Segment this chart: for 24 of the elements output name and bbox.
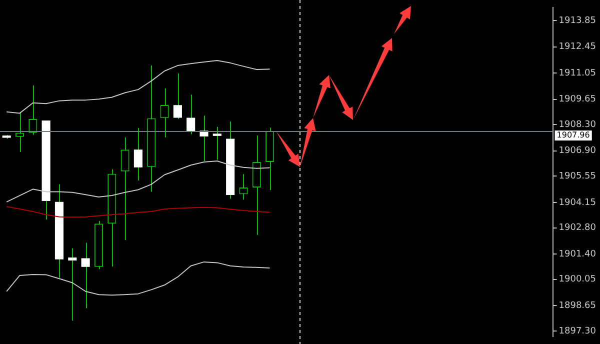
candlestick [173,72,182,120]
candlestick [120,136,130,241]
y-tick-label: 1913.85 [558,16,596,26]
y-tick-label: 1906.90 [558,146,596,156]
y-tick-label: 1905.55 [558,172,596,182]
candlestick [68,248,77,322]
y-tick-label: 1904.15 [558,198,596,208]
y-tick-label: 1911.05 [558,68,596,78]
y-tick-label: 1902.80 [558,223,596,234]
candlestick [252,135,261,236]
y-tick-label: 1900.05 [558,274,596,285]
candlestick [200,115,208,162]
y-tick-label: 1912.45 [558,42,596,52]
candlestick [81,242,90,309]
candlestick [134,127,142,182]
y-tick-label: 1908.30 [558,120,596,130]
candlestick [212,126,222,160]
ref-line-label: 1907.96 [556,130,590,140]
y-tick-label: 1909.65 [558,94,596,105]
candlestick [186,94,196,135]
candlestick [15,111,24,153]
y-tick-label: 1901.40 [558,249,596,260]
y-tick-label: 1897.30 [558,326,596,336]
y-tick-label: 1898.65 [558,300,596,311]
